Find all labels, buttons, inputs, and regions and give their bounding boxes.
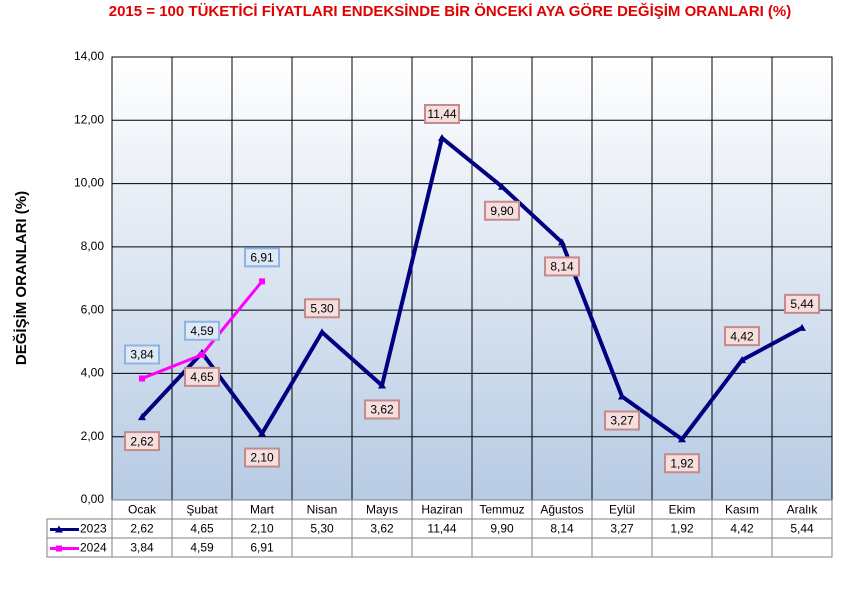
- table-value: 2,10: [250, 522, 274, 536]
- table-value: 8,14: [550, 522, 574, 536]
- table-value: 5,44: [790, 522, 814, 536]
- table-value: 5,30: [310, 522, 334, 536]
- data-label-box: [124, 344, 160, 365]
- y-tick-label: 2,00: [81, 429, 105, 443]
- x-tick-label: Aralık: [787, 503, 819, 517]
- y-tick-label: 4,00: [81, 366, 105, 380]
- table-value: 3,62: [370, 522, 394, 536]
- data-label: 5,44: [790, 297, 814, 311]
- point: [498, 182, 506, 190]
- data-label-box: [544, 256, 580, 277]
- point: [618, 392, 626, 400]
- table-value: 2,62: [130, 522, 154, 536]
- data-label-box: [184, 320, 220, 341]
- y-tick-label: 14,00: [74, 49, 104, 63]
- data-label: 8,14: [550, 260, 574, 274]
- point: [738, 356, 746, 364]
- x-tick-label: Kasım: [725, 503, 759, 517]
- data-label: 5,30: [310, 301, 334, 315]
- y-tick-label: 8,00: [81, 239, 105, 253]
- table-value: 11,44: [427, 522, 456, 536]
- point: [138, 413, 146, 421]
- point: [558, 238, 566, 246]
- data-label: 9,90: [490, 204, 514, 218]
- table-value: 3,84: [130, 541, 154, 555]
- data-label-box: [784, 293, 820, 314]
- data-label: 1,92: [670, 456, 694, 470]
- data-label-box: [724, 326, 760, 347]
- y-tick-label: 6,00: [81, 302, 105, 316]
- data-label: 2,62: [130, 434, 154, 448]
- data-label: 3,27: [610, 414, 634, 428]
- data-label-box: [184, 366, 220, 387]
- chart-title: 2015 = 100 TÜKETİCİ FİYATLARI ENDEKSİNDE…: [108, 3, 792, 20]
- series-line: [140, 136, 803, 442]
- table-value: 3,27: [610, 522, 634, 536]
- y-tick-label: 10,00: [74, 176, 104, 190]
- point: [438, 134, 446, 142]
- x-tick-label: Temmuz: [479, 503, 524, 517]
- data-label: 4,42: [730, 329, 754, 343]
- data-label-box: [604, 410, 640, 431]
- data-label-box: [664, 453, 700, 474]
- legend-label: 2024: [80, 541, 107, 555]
- y-axis-label: DEĞİŞİM ORANLARI (%): [12, 191, 30, 365]
- x-tick-label: Ocak: [128, 503, 157, 517]
- x-tick-label: Eylül: [609, 503, 635, 517]
- data-label: 3,62: [370, 403, 394, 417]
- point: [199, 351, 205, 358]
- point: [55, 525, 63, 533]
- table-value: 6,91: [250, 541, 274, 555]
- point: [318, 328, 326, 336]
- point: [259, 278, 265, 285]
- data-label: 6,91: [250, 251, 274, 265]
- table-value: 1,92: [670, 522, 694, 536]
- data-label-box: [484, 200, 520, 221]
- point: [798, 323, 806, 331]
- point: [139, 375, 145, 382]
- data-label: 4,59: [190, 324, 214, 338]
- data-label-box: [424, 104, 460, 125]
- y-tick-label: 12,00: [74, 112, 104, 126]
- data-label: 11,44: [427, 107, 456, 121]
- x-tick-label: Nisan: [307, 503, 338, 517]
- x-tick-label: Ekim: [669, 503, 696, 517]
- x-tick-label: Mayıs: [366, 503, 398, 517]
- table-value: 9,90: [490, 522, 514, 536]
- x-tick-label: Haziran: [421, 503, 462, 517]
- point: [56, 545, 62, 552]
- data-label-box: [124, 431, 160, 452]
- data-label-box: [364, 399, 400, 420]
- data-label: 3,84: [130, 348, 154, 362]
- legend-label: 2023: [80, 522, 107, 536]
- data-label-box: [244, 447, 280, 468]
- point: [678, 435, 686, 443]
- table-value: 4,59: [190, 541, 214, 555]
- data-label: 2,10: [250, 451, 274, 465]
- point: [378, 381, 386, 389]
- y-tick-label: 0,00: [81, 492, 105, 506]
- x-tick-label: Ağustos: [540, 503, 583, 517]
- table-value: 4,42: [730, 522, 754, 536]
- table-value: 4,65: [190, 522, 214, 536]
- data-label-box: [244, 247, 280, 268]
- data-label: 4,65: [190, 370, 214, 384]
- data-label-box: [304, 298, 340, 319]
- x-tick-label: Mart: [250, 503, 275, 517]
- x-tick-label: Şubat: [186, 503, 218, 517]
- point: [258, 429, 266, 437]
